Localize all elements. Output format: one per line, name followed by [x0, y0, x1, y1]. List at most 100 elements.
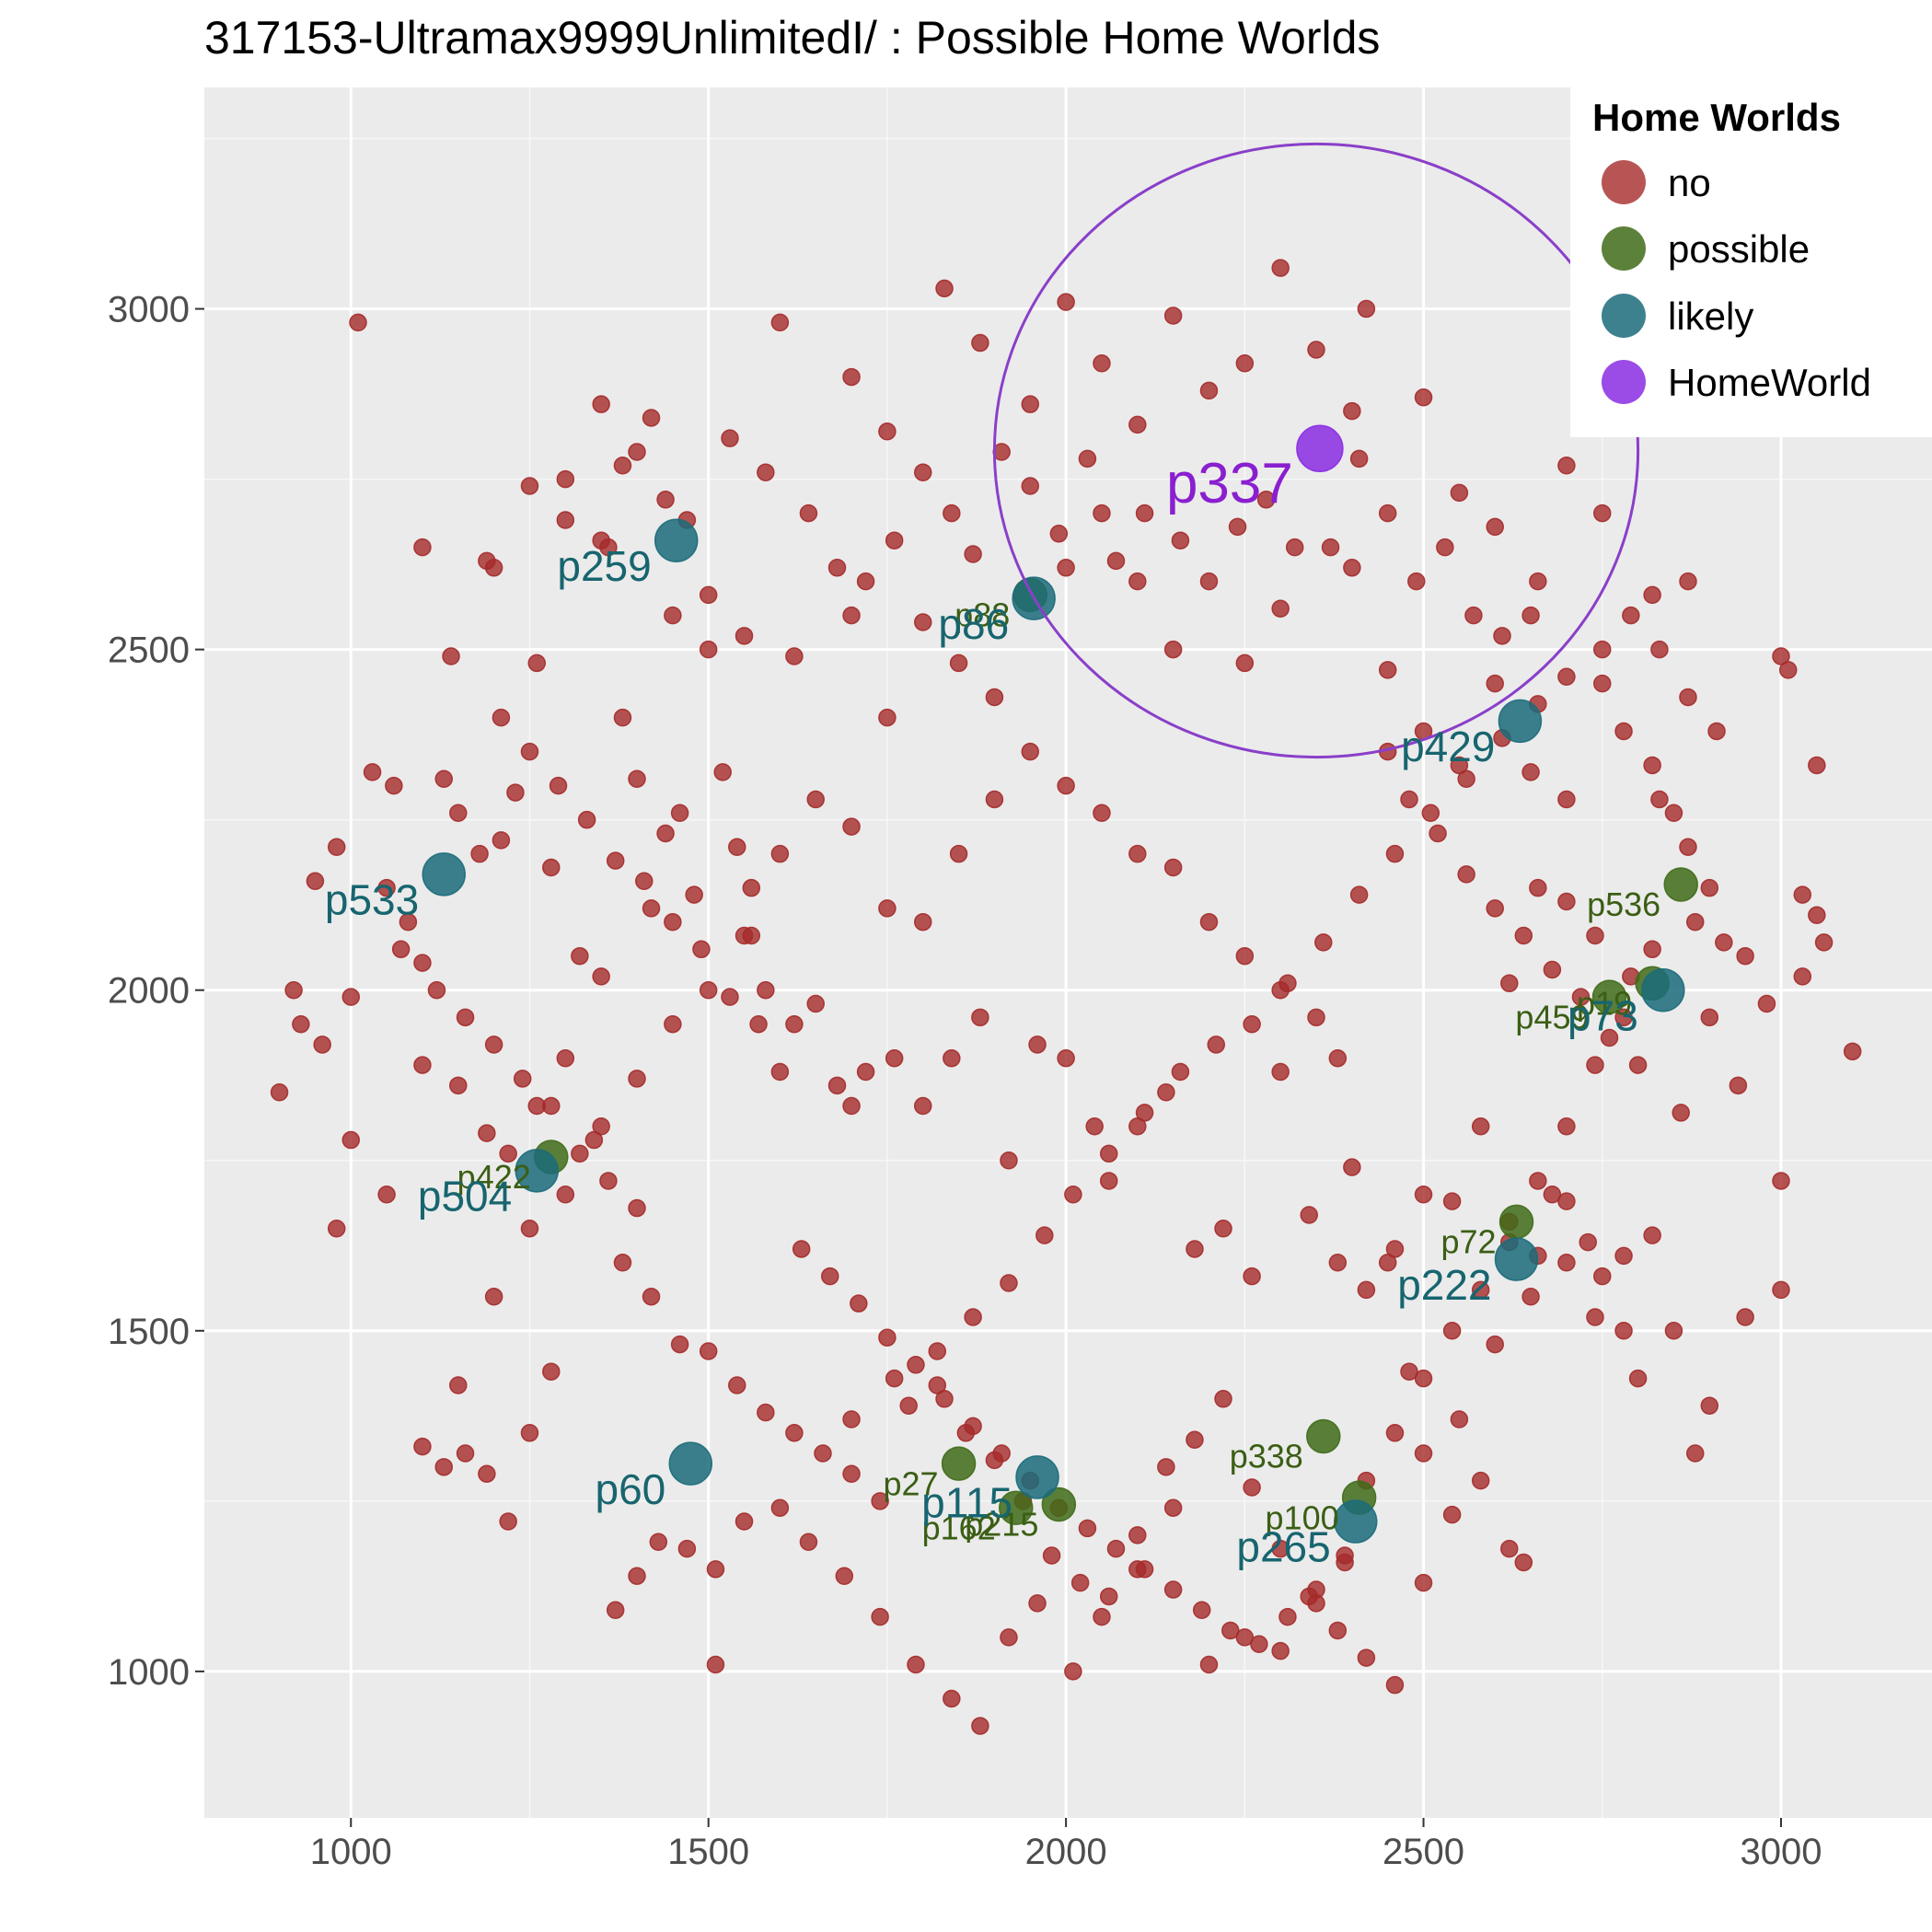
point-no — [1442, 1322, 1462, 1340]
point-no — [1028, 1594, 1047, 1613]
point-no — [1221, 1621, 1240, 1640]
point-no — [1700, 1008, 1719, 1027]
point-no — [1650, 790, 1669, 809]
point-no — [943, 1689, 961, 1708]
axis-tick-labels: 1000 1500 2000 2500 3000 1000 1500 2000 2500 3000 — [108, 290, 1822, 1872]
point-no — [656, 491, 675, 509]
point-no — [1336, 1553, 1354, 1572]
point-no — [513, 1070, 532, 1088]
point-label-possible: p72 — [1440, 1223, 1496, 1261]
point-no — [1529, 1172, 1547, 1190]
point-no — [506, 783, 525, 802]
point-no — [434, 769, 453, 789]
point-no — [842, 367, 861, 387]
point-no — [492, 708, 511, 727]
point-no — [1521, 1288, 1540, 1306]
point-no — [670, 1335, 689, 1354]
point-no — [1321, 538, 1340, 557]
point-no — [728, 838, 746, 857]
point-no — [1614, 722, 1633, 741]
legend-label-likely: likely — [1668, 295, 1753, 338]
point-no — [584, 1130, 604, 1150]
point-label-possible: p338 — [1230, 1438, 1303, 1475]
point-no — [785, 1014, 804, 1034]
point-likely — [1641, 967, 1685, 1012]
point-no — [1343, 559, 1361, 577]
point-no — [1514, 1553, 1533, 1572]
point-homeworld — [1296, 424, 1344, 473]
point-possible — [941, 1446, 977, 1481]
point-no — [757, 980, 775, 1000]
point-no — [1135, 503, 1154, 523]
point-no — [1307, 1580, 1325, 1599]
point-no — [363, 763, 382, 781]
point-no — [1357, 1649, 1376, 1667]
point-likely — [422, 852, 466, 897]
point-no — [284, 980, 303, 1000]
point-possible — [1041, 1487, 1077, 1522]
point-no — [484, 1035, 503, 1054]
point-no — [1085, 1116, 1104, 1136]
point-no — [1378, 503, 1397, 523]
point-no — [735, 627, 754, 645]
point-no — [527, 654, 546, 673]
point-no — [642, 1288, 661, 1306]
point-no — [1093, 503, 1111, 523]
point-no — [349, 313, 367, 332]
point-no — [1049, 525, 1069, 543]
point-no — [1628, 1369, 1648, 1388]
point-no — [1486, 1335, 1504, 1354]
point-no — [642, 409, 661, 427]
point-no — [413, 1056, 432, 1074]
point-no — [484, 1288, 503, 1306]
point-no — [470, 844, 489, 863]
point-no — [478, 1124, 496, 1142]
point-no — [878, 422, 897, 441]
point-no — [878, 708, 897, 727]
point-likely — [1498, 699, 1543, 744]
point-no — [1157, 1082, 1175, 1102]
point-no — [1414, 1573, 1433, 1592]
point-no — [1679, 688, 1697, 707]
point-no — [1421, 804, 1440, 823]
point-no — [413, 1437, 432, 1456]
point-no — [757, 463, 775, 481]
legend-label-homeworld: HomeWorld — [1668, 361, 1871, 404]
point-no — [971, 1717, 989, 1735]
point-no — [456, 1008, 475, 1027]
point-no — [1700, 878, 1719, 897]
point-no — [571, 1144, 589, 1163]
point-no — [592, 531, 610, 550]
point-no — [1271, 1641, 1290, 1660]
point-no — [606, 1601, 625, 1620]
point-no — [1679, 838, 1697, 857]
point-no — [478, 1464, 496, 1483]
point-no — [949, 844, 968, 863]
y-tick-label: 2000 — [108, 971, 190, 1012]
point-no — [1328, 1254, 1348, 1272]
x-tick-label: 2000 — [1025, 1832, 1107, 1872]
point-no — [814, 1444, 832, 1463]
legend-label-possible: possible — [1668, 227, 1810, 271]
point-no — [628, 769, 646, 789]
point-no — [399, 912, 418, 931]
point-label-possible: p100 — [1266, 1498, 1339, 1536]
point-no — [1385, 844, 1405, 863]
point-no — [1679, 572, 1697, 591]
point-no — [1186, 1240, 1204, 1258]
point-no — [1778, 661, 1798, 679]
point-no — [799, 1533, 818, 1551]
point-no — [1163, 307, 1183, 325]
point-no — [556, 1186, 575, 1204]
point-no — [613, 457, 632, 475]
point-no — [520, 742, 539, 761]
point-no — [878, 1328, 897, 1347]
point-no — [757, 1403, 775, 1422]
point-no — [592, 395, 610, 413]
point-no — [742, 878, 761, 897]
point-no — [520, 1424, 539, 1442]
legend-item-homeworld: HomeWorld — [1602, 360, 1871, 404]
point-no — [1500, 974, 1519, 993]
point-no — [1557, 457, 1576, 475]
point-no — [885, 1048, 904, 1068]
